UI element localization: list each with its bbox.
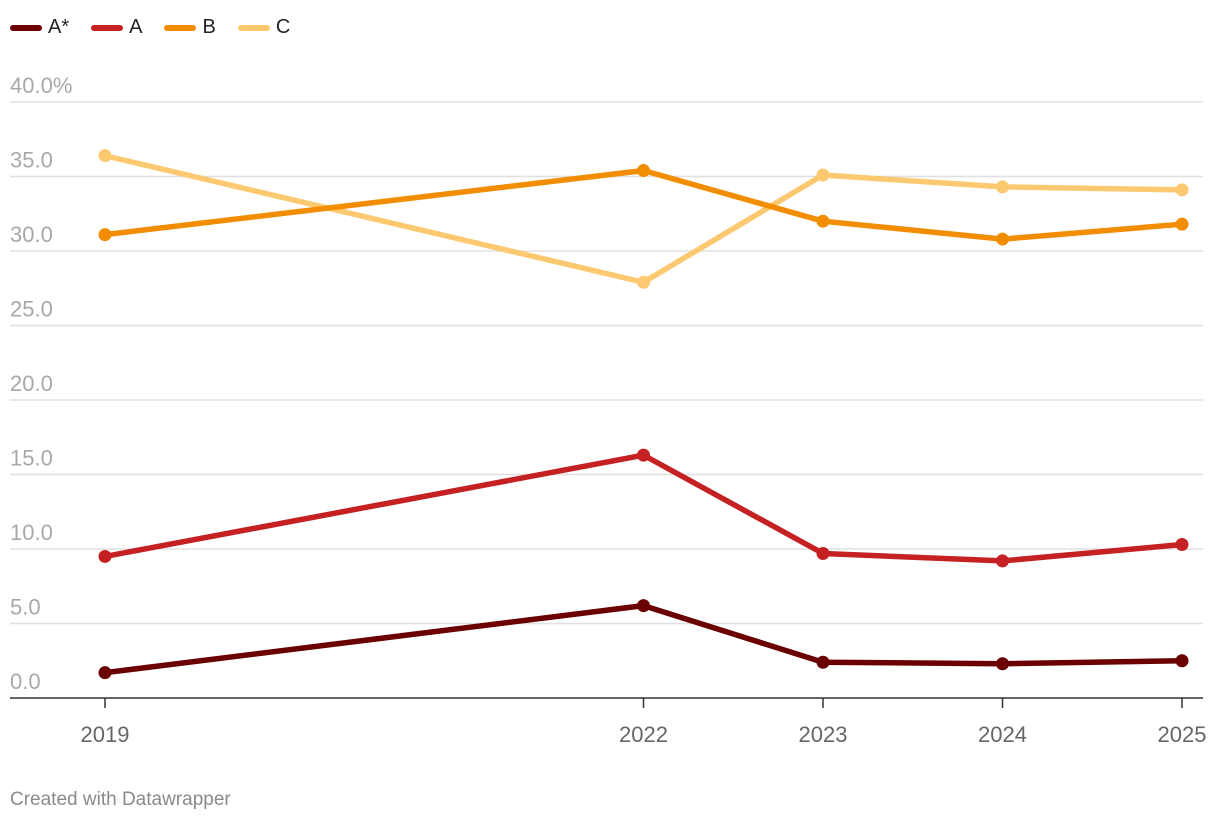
x-tick-label: 2024 — [978, 722, 1027, 747]
data-point — [996, 232, 1009, 246]
legend-item-c: C — [237, 16, 291, 39]
legend-swatch — [237, 24, 270, 31]
y-tick-label: 25.0 — [10, 297, 53, 322]
data-point — [637, 448, 650, 462]
data-point — [996, 657, 1009, 671]
series-line-a — [102, 452, 1185, 564]
data-point — [637, 275, 650, 289]
legend-swatch — [91, 24, 124, 31]
x-tick-label: 2025 — [1158, 722, 1207, 747]
data-point — [996, 554, 1009, 568]
data-point — [816, 214, 830, 228]
y-tick-label: 35.0 — [10, 148, 53, 173]
data-point — [637, 164, 650, 178]
data-point — [98, 149, 112, 163]
y-tick-label: 15.0 — [10, 446, 53, 471]
credit-footer: Created with Datawrapper — [10, 789, 231, 810]
data-point — [1175, 183, 1189, 197]
legend-label: A* — [48, 16, 70, 38]
x-tick-label: 2023 — [799, 722, 848, 747]
x-tick-label: 2019 — [81, 722, 130, 747]
data-point — [1175, 654, 1189, 668]
series-line-a-star — [102, 602, 1185, 676]
data-point — [1175, 538, 1189, 552]
y-tick-label: 0.0 — [10, 669, 41, 694]
data-point — [816, 168, 830, 182]
data-point — [98, 549, 112, 563]
legend-swatch — [10, 24, 42, 31]
data-point — [816, 655, 830, 669]
data-point — [637, 599, 650, 613]
y-tick-label: 30.0 — [10, 222, 53, 247]
data-point — [98, 666, 112, 680]
legend-item-a: A — [91, 16, 142, 39]
legend-label: C — [275, 16, 291, 38]
legend-label: B — [202, 16, 216, 38]
data-point — [996, 180, 1009, 194]
x-tick-label: 2022 — [619, 722, 668, 747]
legend-label: A — [129, 16, 143, 38]
data-point — [816, 546, 830, 560]
y-tick-label: 20.0 — [10, 371, 53, 396]
data-point — [1175, 217, 1189, 231]
data-point — [98, 228, 112, 242]
legend-swatch — [164, 24, 197, 31]
y-tick-label: 10.0 — [10, 520, 53, 545]
legend-item-b: B — [164, 16, 216, 39]
series-line-b — [102, 167, 1185, 242]
y-tick-label: 5.0 — [10, 595, 41, 620]
legend-item-a-star: A* — [10, 16, 69, 39]
y-tick-label: 40.0% — [10, 73, 72, 98]
legend: A* A B C — [10, 16, 290, 39]
